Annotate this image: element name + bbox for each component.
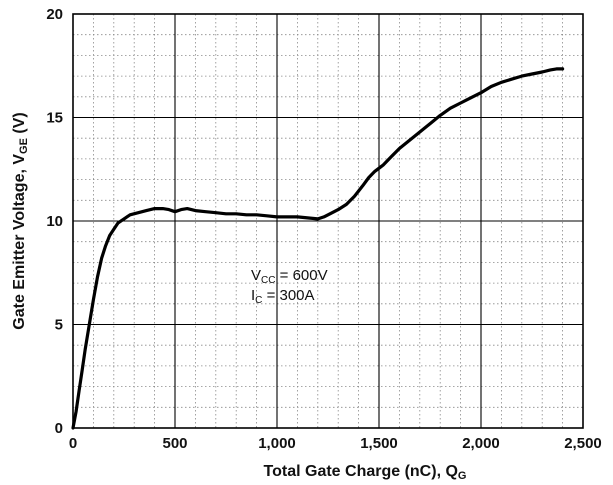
y-tick-label: 15 (46, 110, 63, 127)
x-tick-labels: 0 500 1,000 1,500 2,000 2,500 (69, 435, 602, 452)
y-tick-label: 20 (46, 6, 63, 23)
x-tick-label: 1,500 (360, 435, 398, 452)
x-tick-label: 500 (162, 435, 187, 452)
y-axis-title-unit: (V) (11, 112, 28, 138)
y-axis-title-subscript: GE (18, 138, 30, 154)
y-axis-title: Gate Emitter Voltage, VGE (V) (11, 112, 30, 329)
x-axis-title: Total Gate Charge (nC), QG (264, 463, 467, 482)
y-tick-label: 0 (55, 420, 63, 437)
annotation-ic: IC = 300A (251, 287, 315, 306)
series-line-vge (71, 67, 565, 430)
x-axis-title-subscript: G (458, 470, 467, 482)
plot-frame (72, 13, 584, 429)
y-tick-label: 10 (46, 213, 63, 230)
y-tick-labels: 0 5 10 15 20 (46, 6, 63, 437)
x-tick-label: 2,000 (462, 435, 500, 452)
x-tick-label: 2,500 (564, 435, 602, 452)
x-tick-label: 0 (69, 435, 77, 452)
x-tick-label: 1,000 (258, 435, 296, 452)
minor-grid (73, 14, 583, 428)
annotation-vcc: VCC = 600V (251, 267, 328, 286)
major-grid (73, 14, 583, 428)
test-conditions-annotation: VCC = 600V IC = 300A (251, 267, 328, 306)
y-tick-label: 5 (55, 317, 63, 334)
